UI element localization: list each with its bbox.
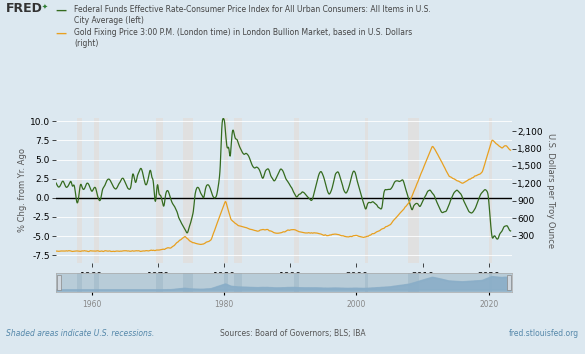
Text: —: — [56,5,67,15]
Bar [234,273,242,292]
Text: Shaded areas indicate U.S. recessions.: Shaded areas indicate U.S. recessions. [6,329,154,338]
Text: Gold Fixing Price 3:00 P.M. (London time) in London Bullion Market, based in U.S: Gold Fixing Price 3:00 P.M. (London time… [74,28,412,37]
Bar [94,118,98,263]
Bar [183,273,193,292]
Bar [408,118,419,263]
Text: (right): (right) [74,39,99,48]
Bar [156,273,163,292]
Text: Federal Funds Effective Rate-Consumer Price Index for All Urban Consumers: All I: Federal Funds Effective Rate-Consumer Pr… [74,5,431,14]
Bar [77,118,82,263]
Bar [507,275,511,290]
Text: Sources: Board of Governors; BLS; IBA: Sources: Board of Governors; BLS; IBA [220,329,365,338]
Y-axis label: U.S. Dollars per Troy Ounce: U.S. Dollars per Troy Ounce [546,133,555,248]
Y-axis label: % Chg. from Yr. Ago: % Chg. from Yr. Ago [18,148,27,232]
Bar [77,273,82,292]
Polygon shape [56,276,511,290]
Bar [57,275,61,290]
Bar [488,118,492,263]
Bar [294,118,298,263]
Bar [234,118,242,263]
Bar [488,273,492,292]
Text: City Average (left): City Average (left) [74,16,144,25]
Bar [294,273,298,292]
Bar [364,273,368,292]
Bar [408,273,419,292]
Text: —: — [56,28,67,38]
Text: ✦: ✦ [42,4,48,10]
Bar [94,273,98,292]
Bar [364,118,368,263]
Bar [224,273,228,292]
Bar [156,118,163,263]
Text: FRED: FRED [6,2,43,15]
Bar [224,118,228,263]
Text: fred.stlouisfed.org: fred.stlouisfed.org [509,329,579,338]
Bar [183,118,193,263]
